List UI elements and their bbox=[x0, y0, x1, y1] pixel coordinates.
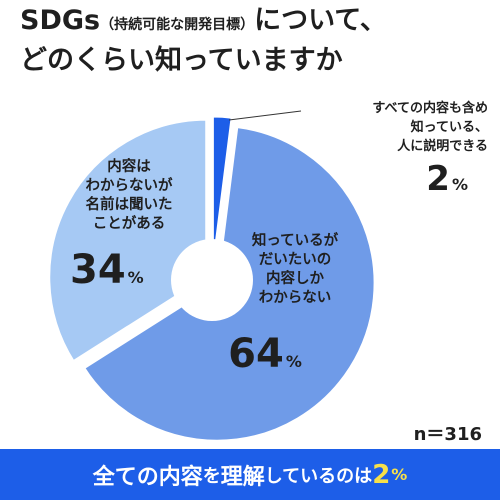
banner-particle: を bbox=[202, 465, 221, 487]
slice-label-full-understanding: すべての内容も含め 知っている、 人に説明できる 2% bbox=[298, 100, 488, 199]
title-line-2: どのくらい知っていますか bbox=[20, 44, 343, 76]
slice-c-unit: % bbox=[127, 267, 144, 287]
slice-a-unit: % bbox=[451, 174, 468, 194]
chart-title: SDGs（持続可能な開発目標）について、 どのくらい知っていますか bbox=[20, 4, 490, 78]
slice-b-line-4: わからない bbox=[258, 290, 332, 307]
title-line-1: SDGs（持続可能な開発目標）について、 bbox=[20, 4, 490, 38]
slice-c-line-2: わからないが bbox=[85, 178, 173, 195]
banner-value: 2 bbox=[372, 459, 391, 490]
slice-c-value: 34 bbox=[70, 246, 126, 293]
slice-c-percent: 34% bbox=[64, 247, 194, 293]
donut-hole bbox=[171, 239, 253, 321]
slice-full-understanding bbox=[210, 114, 234, 275]
slice-a-line-1: すべての内容も含め bbox=[372, 101, 488, 116]
sample-size: n＝316 bbox=[413, 424, 482, 445]
slice-a-line-2: 知っている、 bbox=[410, 119, 488, 135]
slice-b-line-3: 内容しか bbox=[266, 271, 324, 288]
banner-unit: % bbox=[391, 465, 408, 484]
slice-c-line-3: 名前は聞いた bbox=[85, 197, 173, 214]
title-paren: （持続可能な開発目標） bbox=[100, 17, 255, 33]
title-tail: について、 bbox=[254, 5, 387, 36]
title-lead: SDGs bbox=[20, 5, 101, 36]
slice-label-partial-understanding-text: 知っているが だいたいの 内容しか わからない bbox=[225, 232, 365, 309]
leader-line bbox=[228, 110, 302, 121]
banner-mid: 理解 bbox=[220, 464, 265, 490]
slice-b-line-2: だいたいの bbox=[258, 252, 332, 269]
banner-pre: 全ての内容 bbox=[92, 464, 203, 490]
slice-label-name-only-text: 内容は わからないが 名前は聞いた ことがある bbox=[64, 158, 194, 235]
slice-label-full-understanding-text: すべての内容も含め 知っている、 人に説明できる bbox=[298, 100, 488, 157]
donut-chart bbox=[47, 110, 377, 443]
slice-a-value: 2 bbox=[426, 158, 450, 199]
slice-b-line-1: 知っているが bbox=[251, 233, 339, 249]
slice-b-value: 64 bbox=[228, 330, 284, 377]
summary-banner: 全ての内容を理解 しているのは 2% bbox=[0, 449, 500, 500]
slice-a-line-3: 人に説明できる bbox=[397, 138, 488, 154]
slice-label-name-only: 内容は わからないが 名前は聞いた ことがある 34% bbox=[64, 158, 194, 293]
slice-b-percent: 64% bbox=[165, 331, 365, 377]
slice-c-line-4: ことがある bbox=[92, 216, 166, 233]
slice-name-only bbox=[47, 117, 209, 364]
slice-b-unit: % bbox=[285, 351, 302, 371]
slice-a-percent: 2% bbox=[298, 159, 488, 199]
slice-label-partial-understanding: 知っているが だいたいの 内容しか わからない 64% bbox=[225, 232, 365, 377]
banner-post: しているのは bbox=[264, 465, 373, 487]
slice-c-line-1: 内容は bbox=[107, 159, 151, 175]
